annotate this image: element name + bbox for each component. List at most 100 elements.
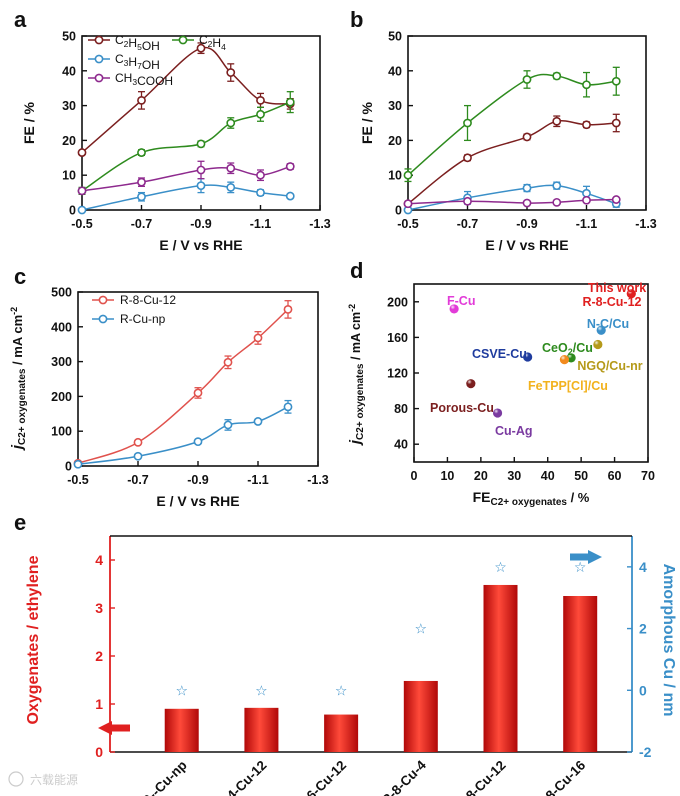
x-axis-label: E / V vs RHE (159, 237, 242, 253)
data-point (552, 116, 562, 126)
x-tick-label: 30 (507, 469, 521, 483)
scatter-point-highlight (596, 325, 606, 335)
data-point (137, 177, 146, 187)
data-point (522, 183, 532, 193)
x-tick-label: -0.9 (187, 473, 209, 487)
data-point (133, 437, 143, 447)
data-point (611, 118, 621, 128)
data-point (256, 188, 265, 197)
data-point (253, 417, 263, 426)
data-point (285, 162, 295, 171)
data-point (196, 139, 206, 149)
y-tick-label: 40 (388, 64, 402, 78)
x-tick-label: 70 (641, 469, 655, 483)
formula-part: C (115, 52, 124, 66)
x-tick-label: -0.5 (71, 217, 93, 231)
star-marker: ☆ (494, 559, 507, 575)
category-label: R-8-Cu-4 (379, 757, 430, 796)
left-axis-label: Oxygenates / ethylene (25, 555, 42, 724)
x-axis-label: FEC2+ oxygenates / % (473, 489, 590, 508)
data-point (137, 148, 146, 157)
x-tick-label: -1.1 (247, 473, 269, 487)
x-tick-label: -1.3 (307, 473, 329, 487)
y-tick-label: 0 (65, 460, 72, 474)
y-tick-label: 50 (388, 30, 402, 44)
y-axis-label-sup: -2 (347, 304, 357, 312)
data-point (77, 186, 87, 196)
x-tick-label: -1.3 (635, 217, 657, 231)
formula-part: H (128, 55, 137, 69)
panel-b: -0.5 -0.7 -0.9 -1.1 -1.3 0 10 20 30 40 50 b E / V vs… (350, 7, 657, 253)
annotation-ceo2-sub: 2 (568, 347, 573, 357)
legend-label: R-8-Cu-12 (120, 293, 176, 307)
data-point (256, 95, 265, 105)
legend-marker (98, 314, 108, 324)
y-tick-label: 160 (387, 331, 408, 345)
y-tick-label: 20 (62, 134, 76, 148)
panel-label: a (14, 7, 27, 32)
data-point (226, 118, 236, 128)
panel-a: -0.5 -0.7 -0.9 -1.1 -1.3 0 10 20 30 40 50 a E / V vs… (14, 7, 331, 253)
y-tick-label: 40 (394, 438, 408, 452)
data-point (256, 109, 265, 119)
x-tick-label: 0 (411, 469, 418, 483)
annotation-ceo2-base: CeO (542, 341, 568, 355)
y-tick-label: 10 (62, 169, 76, 183)
data-point (226, 68, 236, 77)
left-y-tick-label: 4 (95, 552, 103, 568)
x-tick-label: 60 (608, 469, 622, 483)
y-tick-label: 30 (388, 99, 402, 113)
x-tick-label: -1.1 (576, 217, 598, 231)
bar (324, 714, 359, 752)
x-axis-label-base: FE (473, 489, 491, 505)
formula-part: H (212, 36, 221, 50)
annotation-ceo2-rest: /Cu (573, 341, 593, 355)
category-label: R-8-Cu-12 (453, 758, 509, 796)
bar (563, 596, 598, 752)
data-point (253, 333, 263, 343)
star-marker: ☆ (175, 682, 188, 698)
data-point (611, 195, 621, 204)
y-tick-label: 200 (51, 390, 72, 404)
scatter-point-highlight (466, 379, 476, 389)
formula-subscript: 7 (137, 61, 142, 71)
y-tick-label: 20 (388, 134, 402, 148)
right-y-tick-label: 4 (639, 559, 647, 575)
category-label: R-8-Cu-16 (533, 757, 589, 796)
formula-label: CH3COOH (115, 71, 173, 88)
bar (164, 708, 199, 752)
y-tick-label: 40 (62, 64, 76, 78)
formula-subscript: 3 (124, 58, 129, 68)
x-tick-label: -0.5 (397, 217, 419, 231)
x-axis-label: E / V vs RHE (485, 237, 568, 253)
data-point (283, 304, 293, 314)
x-tick-label: 50 (574, 469, 588, 483)
panel-label: b (350, 7, 363, 32)
formula-subscript: 5 (137, 42, 142, 52)
right-y-tick-label: 2 (639, 621, 647, 637)
data-point (193, 388, 203, 398)
y-axis-label-j: j (347, 439, 364, 446)
legend-marker (98, 295, 108, 305)
data-point (77, 205, 87, 215)
y-tick-label: 0 (69, 204, 76, 218)
star-marker: ☆ (574, 559, 587, 575)
data-point (582, 188, 591, 198)
x-axis-label-rest: / % (567, 490, 590, 505)
data-point (196, 43, 206, 53)
data-point (582, 195, 591, 205)
left-y-tick-label: 2 (95, 648, 103, 664)
watermark-text: 六载能源 (30, 773, 78, 787)
y-axis-label-rest: / mA cm (10, 315, 25, 369)
scatter-point-highlight (626, 289, 636, 299)
formula-label: C3H7OH (115, 52, 160, 72)
data-point (133, 451, 143, 461)
y-tick-label: 50 (62, 30, 76, 44)
y-tick-label: 500 (51, 286, 72, 300)
bar (244, 707, 279, 752)
y-axis-label: jC2+ oxygenates / mA cm-2 (347, 304, 366, 446)
y-axis-label-sup: -2 (9, 307, 19, 315)
category-label: R-6-Cu-12 (294, 758, 350, 796)
panel-label: e (14, 510, 26, 535)
y-axis-label-j: j (9, 444, 26, 451)
